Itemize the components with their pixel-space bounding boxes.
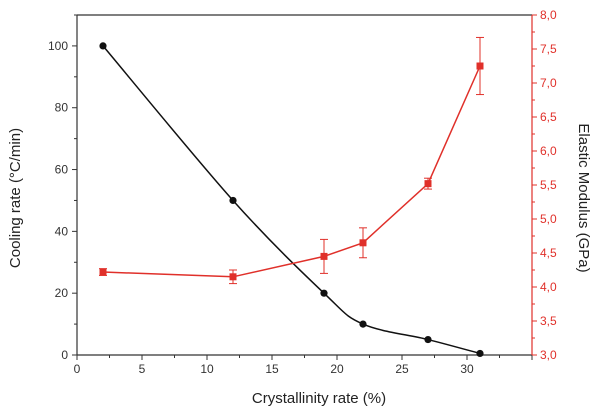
series-line-cooling <box>102 45 481 355</box>
x-tick-label: 10 <box>200 362 214 376</box>
y-axis-label: Cooling rate (°C/min) <box>7 128 24 268</box>
data-point-modulus <box>424 180 432 188</box>
data-point-modulus <box>359 239 367 247</box>
data-point-modulus <box>99 268 107 276</box>
series-layer <box>99 36 484 358</box>
y2-tick-label: 6,0 <box>540 144 557 158</box>
data-point-cooling <box>99 42 107 50</box>
y2-tick-label: 6,5 <box>540 110 557 124</box>
y2-tick-label: 3,5 <box>540 314 557 328</box>
axes-layer <box>76 14 533 356</box>
x-axis-label: Crystallinity rate (%) <box>252 390 386 407</box>
y-tick-label: 80 <box>55 101 69 115</box>
y2-tick-label: 4,5 <box>540 246 557 260</box>
y-tick-label: 20 <box>55 286 69 300</box>
x-tick-label: 0 <box>74 362 81 376</box>
data-point-cooling <box>424 335 432 344</box>
y2-tick-label: 3,0 <box>540 348 557 362</box>
data-point-modulus <box>229 273 237 281</box>
y-tick-label: 40 <box>55 224 69 238</box>
y2-axis-label: Elastic Modulus (GPa) <box>575 123 592 272</box>
x-tick-label: 25 <box>395 362 409 376</box>
x-tick-label: 20 <box>330 362 344 376</box>
y2-tick-label: 5,5 <box>540 178 557 192</box>
data-point-cooling <box>229 196 237 205</box>
series-line-modulus <box>102 65 481 278</box>
ticks-layer: 0 5 10 15 20 25 30 0 20 40 60 80 100 3,0 3,5 4,0 4,5 5,0 5… <box>48 8 557 376</box>
y2-tick-label: 4,0 <box>540 280 557 294</box>
y-tick-label: 100 <box>48 39 68 53</box>
x-tick-label: 15 <box>265 362 279 376</box>
y2-tick-label: 7,5 <box>540 42 557 56</box>
data-point-modulus <box>476 62 484 70</box>
y2-tick-label: 5,0 <box>540 212 557 226</box>
x-tick-label: 30 <box>460 362 474 376</box>
data-point-cooling <box>476 349 484 358</box>
x-tick-label: 5 <box>139 362 146 376</box>
data-point-cooling <box>320 289 328 297</box>
data-point-modulus <box>320 252 328 260</box>
y2-tick-label: 8,0 <box>540 8 557 22</box>
y-tick-label: 0 <box>61 348 68 362</box>
y2-tick-label: 7,0 <box>540 76 557 90</box>
y-tick-label: 60 <box>55 163 69 177</box>
data-point-cooling <box>359 320 367 328</box>
